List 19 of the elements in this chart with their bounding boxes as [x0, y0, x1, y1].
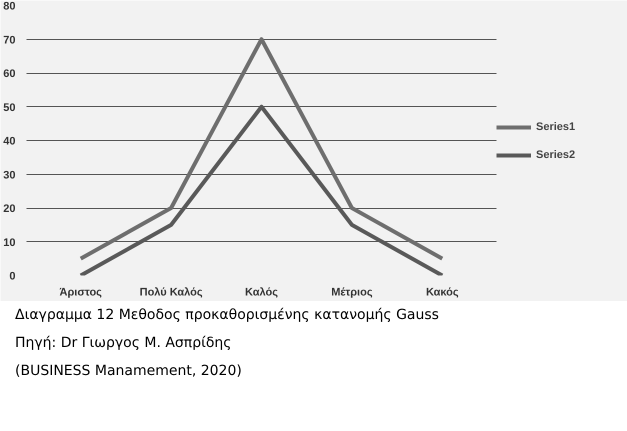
y-tick-label: 0 — [9, 270, 16, 282]
y-tick-label: 30 — [3, 169, 16, 182]
y-tick-label: 60 — [3, 68, 16, 80]
x-tick-label: Κακός — [426, 286, 459, 298]
y-tick-label: 10 — [3, 236, 16, 249]
text: Διαγραμμα 12 Μεθοδος προκαθορισμένης κατανομής Gauss — [15, 306, 439, 325]
legend-label: Series1 — [536, 121, 576, 133]
text: (BUSINESS Manamement, 2020) — [15, 362, 242, 381]
y-tick-label: 70 — [3, 34, 16, 46]
y-tick-label: 50 — [3, 102, 16, 114]
x-tick-label: Άριστος — [60, 286, 102, 298]
x-tick-label: Μέτριος — [331, 286, 373, 298]
y-tick-label: 80 — [3, 0, 16, 12]
x-tick-label: Πολύ Καλός — [140, 286, 203, 298]
x-tick-label: Καλός — [245, 286, 278, 298]
y-tick-label: 40 — [3, 136, 16, 148]
y-tick-label: 20 — [3, 203, 16, 215]
legend-label: Series2 — [536, 149, 576, 161]
text: Πηγή: Dr Γιωργος Μ. Ασπρίδης — [15, 334, 232, 353]
